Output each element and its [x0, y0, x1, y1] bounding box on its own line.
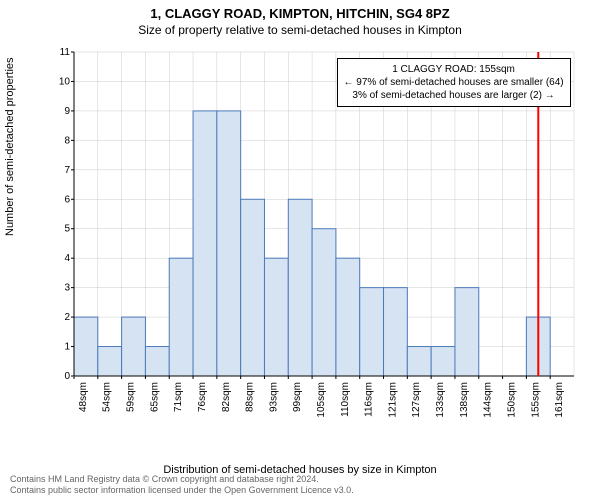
svg-text:127sqm: 127sqm — [411, 382, 422, 418]
svg-text:48sqm: 48sqm — [78, 382, 89, 412]
footer-line1: Contains HM Land Registry data © Crown c… — [10, 474, 590, 485]
svg-text:105sqm: 105sqm — [316, 382, 327, 418]
footer-line2: Contains public sector information licen… — [10, 485, 590, 496]
svg-text:71sqm: 71sqm — [173, 382, 184, 412]
svg-text:11: 11 — [60, 47, 71, 58]
title-line2: Size of property relative to semi-detach… — [0, 21, 600, 41]
svg-text:9: 9 — [64, 106, 70, 117]
svg-text:88sqm: 88sqm — [245, 382, 256, 412]
svg-text:161sqm: 161sqm — [554, 382, 565, 418]
svg-text:150sqm: 150sqm — [506, 382, 517, 418]
svg-text:6: 6 — [64, 194, 70, 205]
svg-text:76sqm: 76sqm — [197, 382, 208, 412]
svg-text:110sqm: 110sqm — [340, 382, 351, 417]
svg-text:54sqm: 54sqm — [102, 382, 113, 412]
title-line1: 1, CLAGGY ROAD, KIMPTON, HITCHIN, SG4 8P… — [0, 0, 600, 21]
svg-text:99sqm: 99sqm — [292, 382, 303, 412]
svg-text:8: 8 — [64, 135, 70, 146]
svg-text:3: 3 — [64, 283, 70, 294]
svg-text:7: 7 — [64, 165, 70, 176]
svg-text:4: 4 — [64, 253, 70, 264]
svg-text:155sqm: 155sqm — [530, 382, 541, 418]
svg-text:59sqm: 59sqm — [126, 382, 137, 412]
annotation-box: 1 CLAGGY ROAD: 155sqm← 97% of semi-detac… — [337, 58, 571, 107]
plot-container: 0 1 2 3 4 5 6 7 8 9 10 11 48sqm 54sqm 59sqm 65sqm 71sqm 7… — [50, 46, 580, 426]
svg-text:1: 1 — [64, 342, 70, 353]
svg-text:10: 10 — [59, 76, 71, 87]
svg-text:2: 2 — [64, 312, 70, 323]
svg-text:138sqm: 138sqm — [459, 382, 470, 418]
svg-text:116sqm: 116sqm — [364, 382, 375, 417]
svg-text:133sqm: 133sqm — [435, 382, 446, 418]
footer-text: Contains HM Land Registry data © Crown c… — [10, 474, 590, 496]
y-axis-label: Number of semi-detached properties — [4, 57, 16, 236]
svg-text:5: 5 — [64, 224, 70, 235]
svg-text:65sqm: 65sqm — [149, 382, 160, 412]
svg-text:0: 0 — [64, 371, 70, 382]
svg-text:93sqm: 93sqm — [268, 382, 279, 412]
svg-text:144sqm: 144sqm — [483, 382, 494, 418]
svg-text:121sqm: 121sqm — [387, 382, 398, 418]
svg-text:82sqm: 82sqm — [221, 382, 232, 412]
